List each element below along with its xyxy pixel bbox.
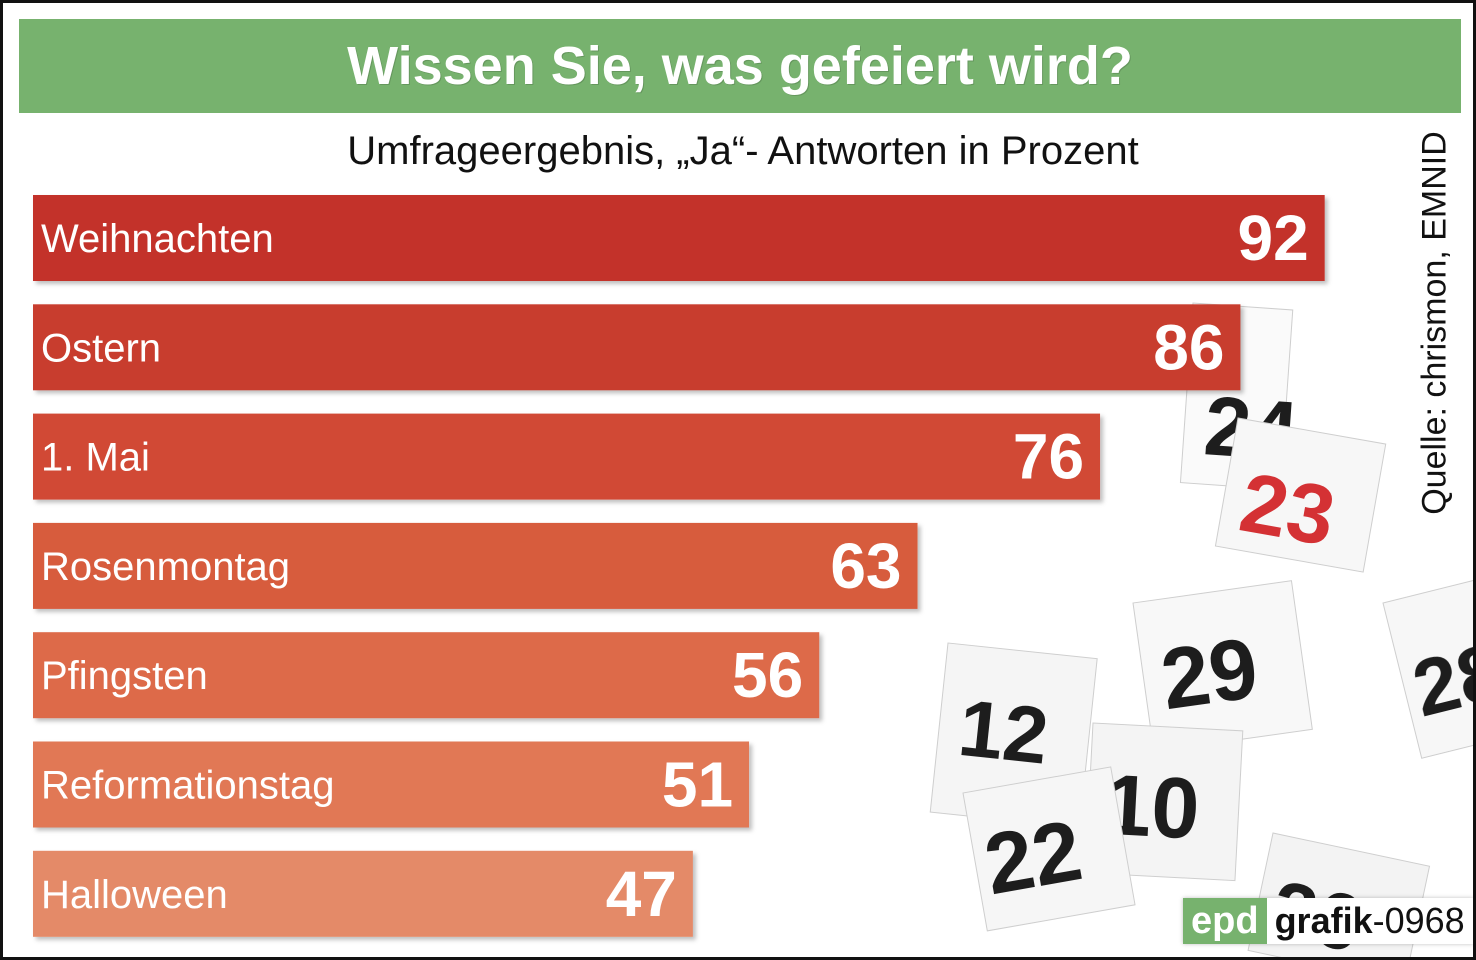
bar-6: [33, 850, 693, 937]
bar-3: [33, 522, 918, 609]
value-label: 63: [830, 530, 901, 602]
chart-title: Wissen Sie, was gefeiert wird?: [347, 36, 1133, 96]
svg-text:23: 23: [1233, 455, 1341, 564]
value-label: 86: [1153, 311, 1224, 383]
calendar-decoration: 24 23 12 29 10 22: [929, 302, 1473, 957]
value-label: 76: [1013, 421, 1084, 493]
calendar-sheet-icon: 28: [1382, 575, 1473, 759]
svg-text:22: 22: [978, 802, 1089, 913]
category-label: Halloween: [41, 873, 228, 917]
svg-text:12: 12: [955, 683, 1053, 781]
value-label: 47: [606, 858, 677, 930]
calendar-sheet-icon: 23: [1214, 417, 1387, 573]
logo-brand: epd: [1183, 898, 1267, 944]
logo-graphic-number: -0968: [1372, 900, 1465, 941]
calendar-sheet-icon: 22: [962, 766, 1136, 932]
logo-graphic-id: grafik -0968: [1266, 898, 1473, 944]
chart-subtitle: Umfrageergebnis, „Ja“- Antworten in Proz…: [347, 129, 1139, 173]
bar-chart: 24 23 12 29 10 22: [33, 195, 1473, 957]
category-label: Reformationstag: [41, 764, 334, 808]
logo-graphic-label: grafik: [1274, 900, 1373, 941]
value-label: 51: [662, 749, 733, 821]
bar-0: [33, 195, 1325, 281]
category-label: Weihnachten: [41, 217, 274, 261]
bars-layer: Weihnachten 92 Ostern 86 1. Mai 76 Rosenmontag…: [33, 195, 1325, 937]
category-label: Rosenmontag: [41, 545, 290, 589]
bar-2: [33, 413, 1101, 500]
calendar-sheet-icon: 29: [1132, 580, 1313, 753]
bar-1: [33, 304, 1241, 391]
category-label: 1. Mai: [41, 436, 150, 480]
source-note: Quelle: chrismon, EMNID: [1415, 131, 1454, 515]
epd-logo: epd grafik -0968: [1183, 898, 1473, 944]
bar-4: [33, 632, 820, 719]
category-label: Pfingsten: [41, 654, 208, 698]
title-bar: Wissen Sie, was gefeiert wird?: [19, 19, 1461, 113]
value-label: 56: [732, 639, 803, 711]
bar-5: [33, 741, 750, 828]
svg-text:29: 29: [1155, 620, 1263, 728]
value-label: 92: [1237, 202, 1308, 274]
category-label: Ostern: [41, 326, 161, 370]
